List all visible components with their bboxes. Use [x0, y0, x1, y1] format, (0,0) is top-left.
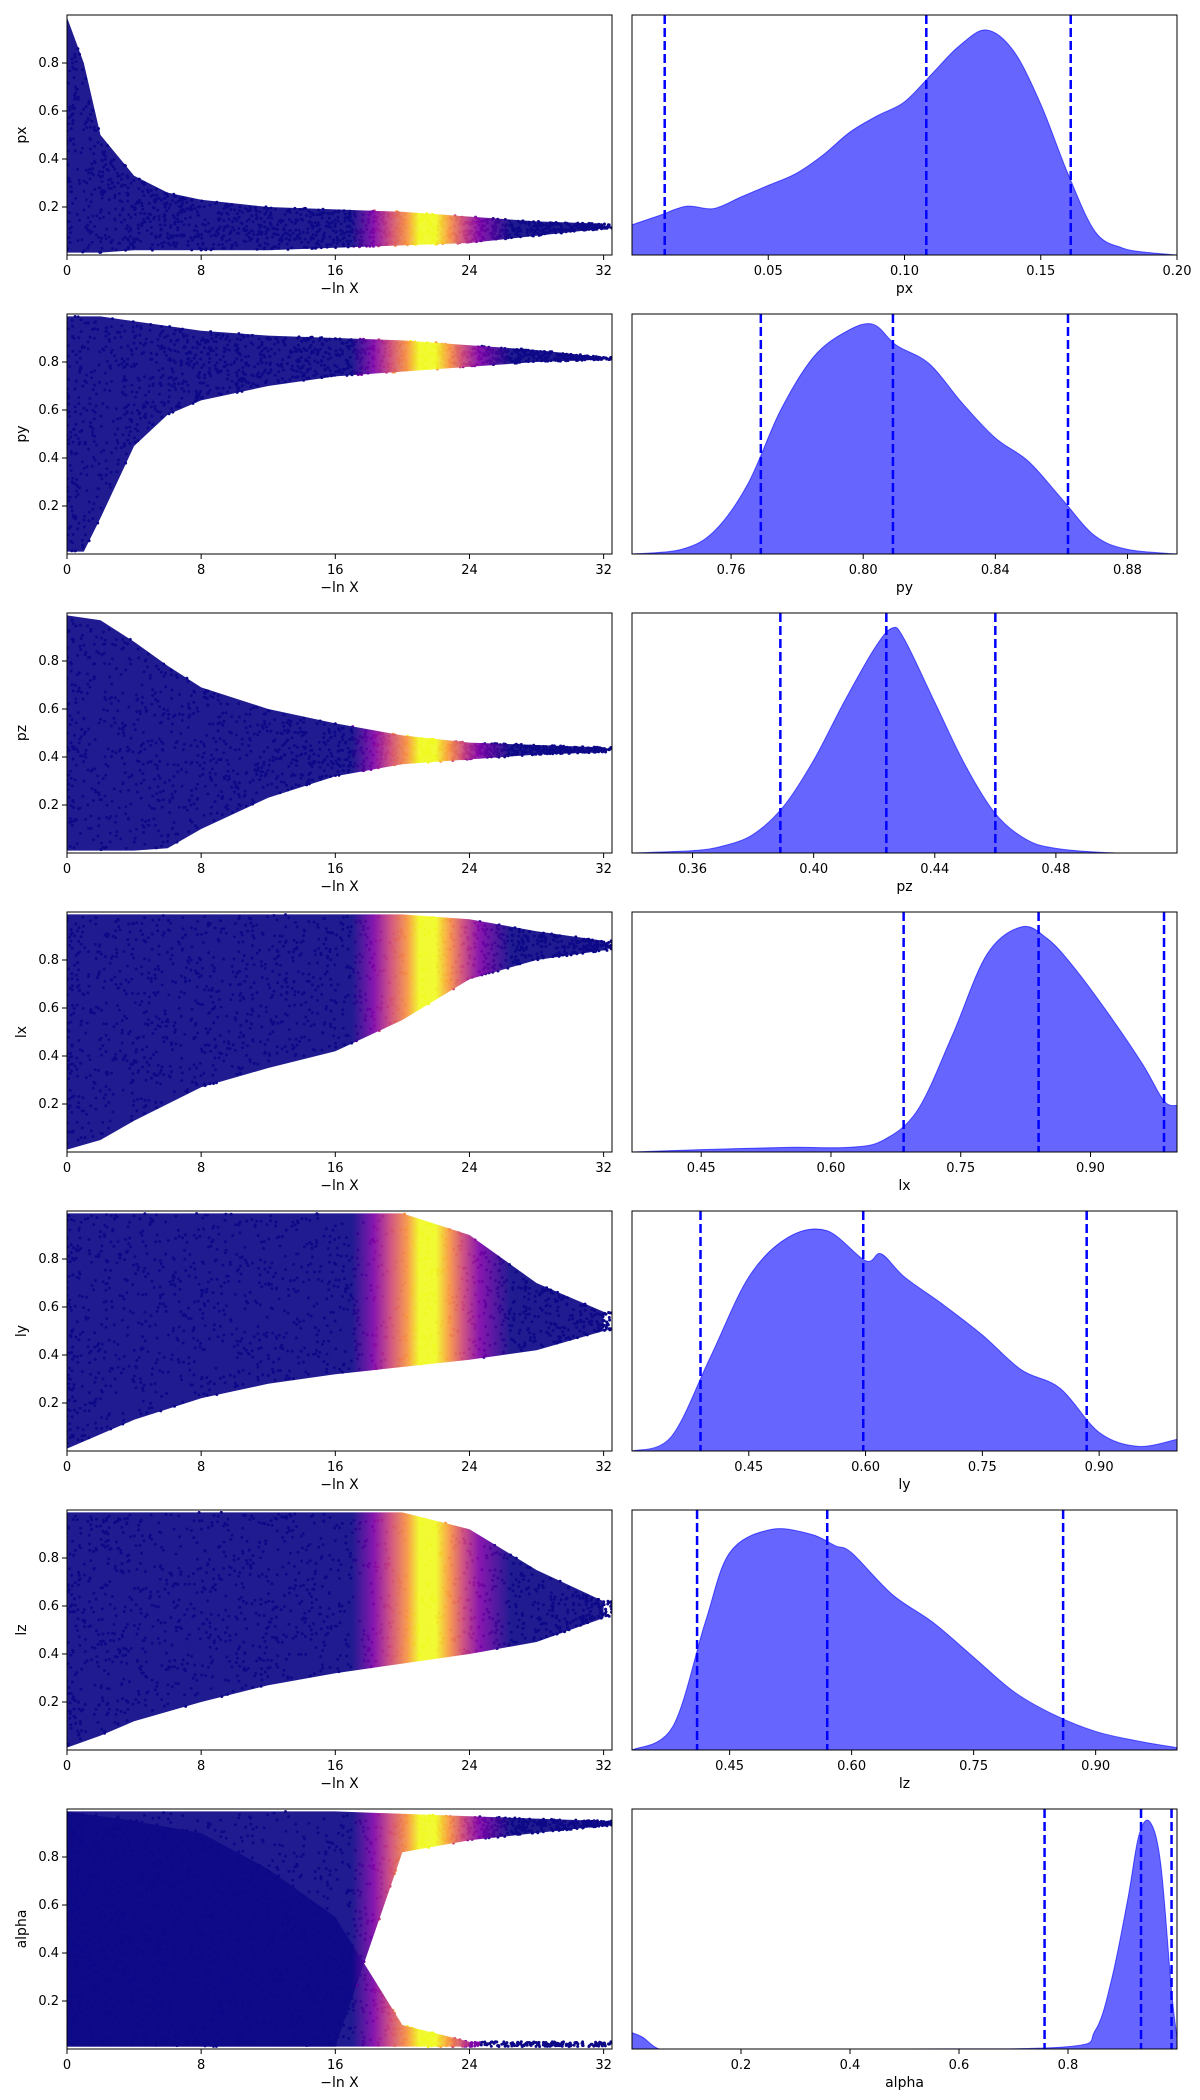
x-tick-label: 0.10 [890, 264, 919, 279]
x-axis-label: pz [896, 879, 912, 895]
sample-point [605, 226, 609, 230]
marginal-density-px [632, 29, 1177, 255]
sample-density-band [67, 615, 604, 851]
x-tick-label: 32 [595, 563, 612, 578]
x-axis-label: py [896, 580, 913, 596]
y-tick-label: 0.4 [38, 152, 59, 167]
x-tick-label: 16 [327, 862, 344, 877]
sample-point [607, 941, 611, 944]
y-tick-label: 0.2 [38, 798, 59, 813]
y-axis-label: pz [14, 725, 30, 741]
trace-panel-lx: 0 8 16 24 320.20.40.60.8−ln Xlx [14, 913, 612, 1194]
x-tick-label: 0.36 [678, 862, 707, 877]
marginal-panel-py: 0.76 0.80 0.84 0.88 py [632, 314, 1177, 596]
x-tick-label: 0.15 [1026, 264, 1055, 279]
sample-point [603, 222, 606, 226]
x-tick-label: 32 [595, 862, 612, 877]
y-tick-label: 0.4 [38, 750, 59, 765]
y-tick-label: 0.8 [38, 654, 59, 669]
y-tick-label: 0.6 [38, 104, 59, 119]
y-tick-label: 0.4 [38, 451, 59, 466]
trace-axes-pz-frame [66, 612, 613, 854]
trace-axes-py-frame [66, 313, 613, 555]
trace-panel-py: 0 8 16 24 32 0.2 0.4 0.6 0.8 −ln X py [14, 315, 612, 596]
sample-point [607, 358, 611, 361]
x-tick-label: 24 [461, 862, 478, 877]
marginal-axes-py-frame [631, 313, 1178, 555]
x-tick-label: 0.48 [1041, 862, 1070, 877]
x-tick-label: 24 [461, 563, 478, 578]
marginal-panel-pz: 0.36 0.40 0.44 0.48 pz [632, 613, 1177, 895]
x-tick-label: 0 [63, 563, 71, 578]
marginal-density-pz [632, 626, 1177, 853]
y-axis-label: py [14, 425, 30, 442]
x-tick-label: 8 [197, 264, 205, 279]
sample-point [609, 947, 612, 951]
x-axis-label: px [896, 281, 913, 297]
y-tick-label: 0.8 [38, 56, 59, 71]
x-tick-label: 16 [327, 264, 344, 279]
sample-point [608, 747, 612, 751]
marginal-panel-px: 0.05 0.10 0.15 0.20 px [632, 15, 1191, 297]
x-axis-label: −ln X [320, 879, 359, 895]
sample-point [603, 748, 607, 752]
x-tick-label: 0 [63, 862, 71, 877]
y-tick-label: 0.2 [38, 499, 59, 514]
sample-point [606, 223, 610, 227]
y-tick-label: 0.6 [38, 403, 59, 418]
x-tick-label: 16 [327, 563, 344, 578]
sample-point [602, 356, 606, 360]
x-tick-label: 24 [461, 264, 478, 279]
x-tick-label: 0.40 [799, 862, 828, 877]
x-tick-label: 0.05 [754, 264, 783, 279]
y-tick-label: 0.2 [38, 200, 59, 215]
x-tick-label: 8 [197, 563, 205, 578]
x-axis-label: −ln X [320, 281, 359, 297]
marginal-axes-px-frame [631, 14, 1178, 256]
x-tick-label: 0.84 [981, 563, 1010, 578]
x-tick-label: 0.80 [849, 563, 878, 578]
sample-density-band [67, 17, 604, 253]
x-axis-label: −ln X [320, 580, 359, 596]
x-tick-label: 32 [595, 264, 612, 279]
y-tick-label: 0.6 [38, 702, 59, 717]
marginal-axes-pz-frame [631, 612, 1178, 854]
sample-density-band [67, 316, 604, 552]
x-tick-label: 0 [63, 264, 71, 279]
x-tick-label: 0.88 [1113, 563, 1142, 578]
y-axis-label: px [14, 126, 30, 143]
y-tick-label: 0.8 [38, 355, 59, 370]
x-tick-label: 0.44 [920, 862, 949, 877]
x-tick-label: 0.20 [1163, 264, 1192, 279]
trace-panel-px: 0 8 16 24 32 0.2 0.4 0.6 0.8 −ln X px [14, 17, 612, 297]
x-tick-label: 8 [197, 862, 205, 877]
x-tick-label: 0.76 [717, 563, 746, 578]
trace-panel-pz: 0 8 16 24 32 0.2 0.4 0.6 0.8 −ln X pz [14, 615, 612, 895]
marginal-density-py [632, 323, 1177, 554]
trace-axes-px-frame [66, 14, 613, 256]
